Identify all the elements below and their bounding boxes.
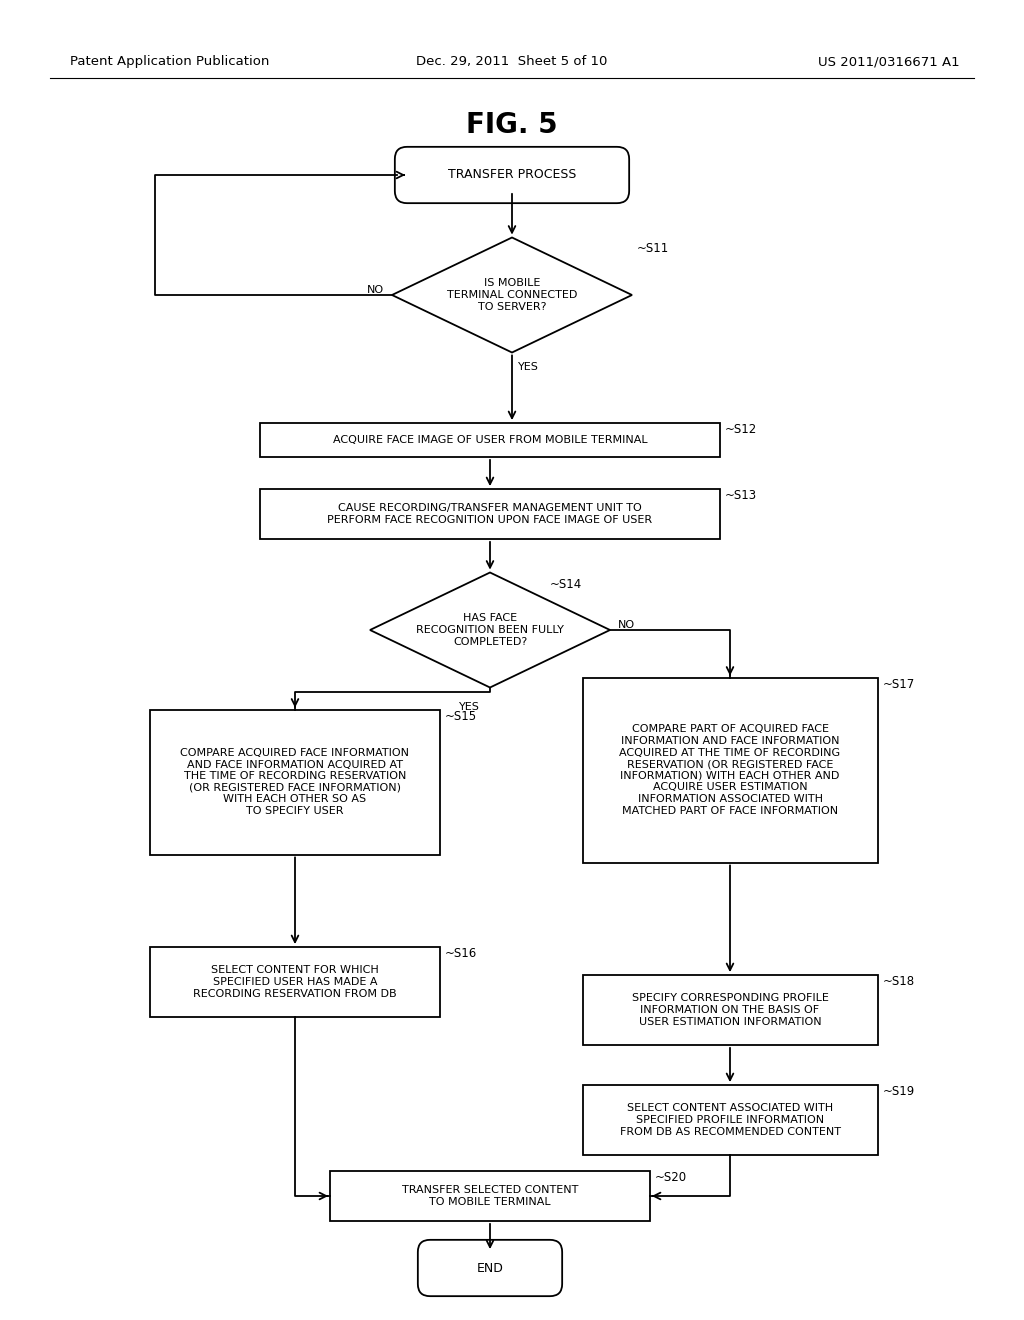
Text: COMPARE PART OF ACQUIRED FACE
INFORMATION AND FACE INFORMATION
ACQUIRED AT THE T: COMPARE PART OF ACQUIRED FACE INFORMATIO… <box>620 725 841 816</box>
Text: ~S17: ~S17 <box>883 677 914 690</box>
Bar <box>150 710 440 854</box>
Text: ~S11: ~S11 <box>637 243 670 256</box>
Text: SPECIFY CORRESPONDING PROFILE
INFORMATION ON THE BASIS OF
USER ESTIMATION INFORM: SPECIFY CORRESPONDING PROFILE INFORMATIO… <box>632 994 828 1027</box>
Text: ~S16: ~S16 <box>445 946 477 960</box>
Text: Dec. 29, 2011  Sheet 5 of 10: Dec. 29, 2011 Sheet 5 of 10 <box>417 55 607 69</box>
Text: ~S13: ~S13 <box>725 488 757 502</box>
Text: ~S14: ~S14 <box>550 578 583 590</box>
Text: ~S18: ~S18 <box>883 975 914 987</box>
FancyBboxPatch shape <box>418 1239 562 1296</box>
Text: END: END <box>476 1262 504 1275</box>
Text: ~S15: ~S15 <box>445 710 477 722</box>
Text: COMPARE ACQUIRED FACE INFORMATION
AND FACE INFORMATION ACQUIRED AT
THE TIME OF R: COMPARE ACQUIRED FACE INFORMATION AND FA… <box>180 748 410 816</box>
Bar <box>330 1171 650 1221</box>
Text: YES: YES <box>518 363 539 372</box>
Polygon shape <box>392 238 632 352</box>
Bar <box>260 422 720 457</box>
Text: NO: NO <box>367 285 384 294</box>
Text: YES: YES <box>459 702 480 713</box>
Text: ~S12: ~S12 <box>725 422 758 436</box>
Bar <box>260 488 720 539</box>
Text: TRANSFER SELECTED CONTENT
TO MOBILE TERMINAL: TRANSFER SELECTED CONTENT TO MOBILE TERM… <box>401 1185 579 1206</box>
Text: ~S19: ~S19 <box>883 1085 914 1098</box>
Text: SELECT CONTENT FOR WHICH
SPECIFIED USER HAS MADE A
RECORDING RESERVATION FROM DB: SELECT CONTENT FOR WHICH SPECIFIED USER … <box>194 965 397 999</box>
Bar <box>583 975 878 1045</box>
Text: ACQUIRE FACE IMAGE OF USER FROM MOBILE TERMINAL: ACQUIRE FACE IMAGE OF USER FROM MOBILE T… <box>333 436 647 445</box>
Text: US 2011/0316671 A1: US 2011/0316671 A1 <box>818 55 961 69</box>
Text: TRANSFER PROCESS: TRANSFER PROCESS <box>447 169 577 181</box>
Text: SELECT CONTENT ASSOCIATED WITH
SPECIFIED PROFILE INFORMATION
FROM DB AS RECOMMEN: SELECT CONTENT ASSOCIATED WITH SPECIFIED… <box>620 1104 841 1137</box>
Text: ~S20: ~S20 <box>655 1171 687 1184</box>
Text: CAUSE RECORDING/TRANSFER MANAGEMENT UNIT TO
PERFORM FACE RECOGNITION UPON FACE I: CAUSE RECORDING/TRANSFER MANAGEMENT UNIT… <box>328 503 652 525</box>
Text: HAS FACE
RECOGNITION BEEN FULLY
COMPLETED?: HAS FACE RECOGNITION BEEN FULLY COMPLETE… <box>416 614 564 647</box>
Text: FIG. 5: FIG. 5 <box>466 111 558 139</box>
Text: Patent Application Publication: Patent Application Publication <box>70 55 269 69</box>
Polygon shape <box>370 573 610 688</box>
Bar <box>150 946 440 1016</box>
Text: NO: NO <box>618 620 635 630</box>
Bar <box>583 677 878 862</box>
Bar <box>583 1085 878 1155</box>
Text: IS MOBILE
TERMINAL CONNECTED
TO SERVER?: IS MOBILE TERMINAL CONNECTED TO SERVER? <box>446 279 578 312</box>
FancyBboxPatch shape <box>395 147 629 203</box>
